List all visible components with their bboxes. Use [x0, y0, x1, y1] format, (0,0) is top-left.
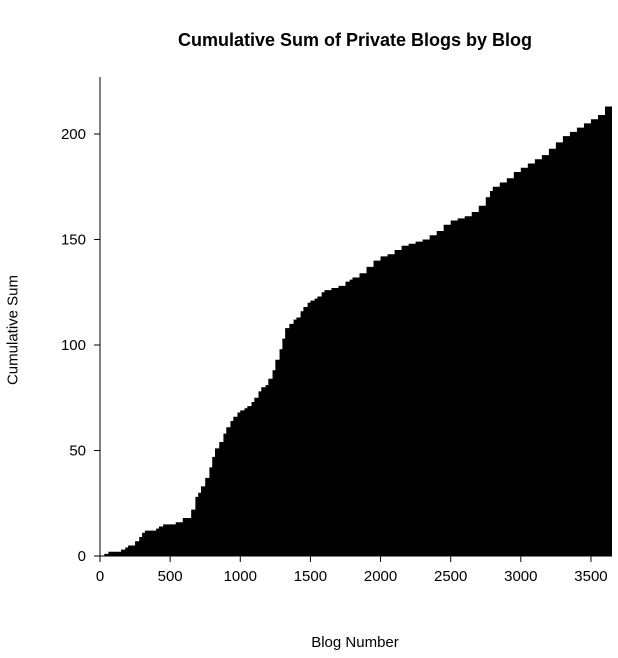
y-tick-label: 50	[69, 442, 86, 459]
x-tick-label: 1000	[224, 568, 257, 585]
x-tick-label: 1500	[294, 568, 327, 585]
cumulative-area	[100, 96, 612, 556]
x-tick-label: 2000	[364, 568, 397, 585]
x-tick-label: 3500	[574, 568, 607, 585]
y-tick-label: 100	[61, 337, 86, 354]
y-tick-label: 150	[61, 231, 86, 248]
y-tick-label: 0	[78, 548, 86, 565]
y-tick-label: 200	[61, 126, 86, 143]
x-tick-label: 3000	[504, 568, 537, 585]
x-tick-label: 500	[158, 568, 183, 585]
x-tick-label: 0	[96, 568, 104, 585]
x-tick-label: 2500	[434, 568, 467, 585]
area-series	[100, 96, 612, 556]
